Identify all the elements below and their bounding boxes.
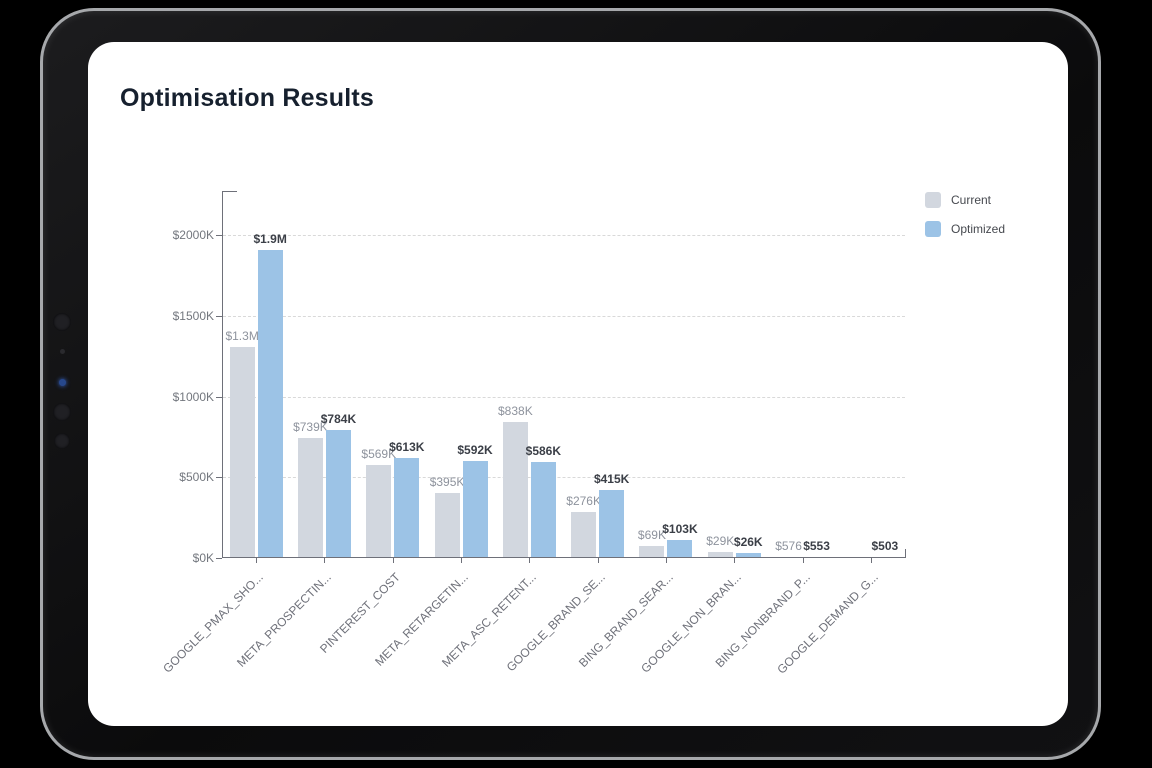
sensor-icon xyxy=(54,433,70,449)
current-bar[interactable] xyxy=(707,552,733,557)
chart-legend: Current Optimized xyxy=(925,192,1005,250)
y-axis-label: $2000K xyxy=(172,228,214,242)
optimized-value-label: $592K xyxy=(457,443,493,457)
optimized-bar[interactable] xyxy=(257,250,283,557)
gridline xyxy=(223,396,905,398)
x-axis-category-label: GOOGLE_PMAX_SHO... xyxy=(160,570,267,676)
legend-swatch-icon xyxy=(925,192,941,208)
x-axis-tick xyxy=(734,558,736,563)
optimized-value-label: $26K xyxy=(733,535,763,549)
current-value-label: $276K xyxy=(566,494,601,508)
optimized-value-label: $586K xyxy=(525,444,562,458)
y-axis-label: $0K xyxy=(192,551,214,565)
optimized-value-label: $553 xyxy=(803,539,830,553)
x-axis-tick xyxy=(461,558,463,563)
optimized-bar[interactable] xyxy=(735,553,761,557)
current-value-label: $838K xyxy=(497,404,533,418)
optimized-bar[interactable] xyxy=(462,461,488,557)
x-axis-tick xyxy=(870,558,872,563)
y-axis-end-tick xyxy=(222,191,237,192)
current-value-label: $739K xyxy=(293,420,328,434)
legend-item-current[interactable]: Current xyxy=(925,192,1005,208)
optimized-value-label: $503 xyxy=(871,539,899,553)
y-axis-tick xyxy=(216,396,222,398)
optimized-value-label: $103K xyxy=(662,522,698,536)
tablet-screen: Optimisation Results Current Optimized $0… xyxy=(88,42,1068,726)
x-axis-tick xyxy=(802,558,804,563)
tablet-frame: Optimisation Results Current Optimized $0… xyxy=(40,8,1101,760)
x-axis-tick xyxy=(324,558,326,563)
y-axis-tick xyxy=(216,558,222,559)
current-bar[interactable] xyxy=(229,347,255,557)
y-axis-label: $1000K xyxy=(172,389,214,404)
page-title: Optimisation Results xyxy=(120,84,375,112)
x-axis-tick xyxy=(529,558,531,563)
x-axis-tick xyxy=(256,558,258,563)
legend-label: Current xyxy=(951,193,992,207)
current-value-label: $1.3M xyxy=(225,329,259,343)
optimized-value-label: $1.9M xyxy=(253,232,287,246)
optimized-value-label: $613K xyxy=(389,440,425,454)
current-bar[interactable] xyxy=(639,546,665,557)
y-axis-tick xyxy=(216,477,222,479)
gridline xyxy=(223,315,905,317)
current-value-label: $69K xyxy=(637,528,666,542)
front-camera-icon xyxy=(53,313,71,331)
optimized-bar[interactable] xyxy=(667,540,693,557)
current-bar[interactable] xyxy=(434,493,460,557)
optimized-bar[interactable] xyxy=(599,490,625,557)
y-axis-tick xyxy=(216,235,222,236)
y-axis-label: $500K xyxy=(179,470,214,485)
x-axis-tick xyxy=(597,558,599,563)
current-bar[interactable] xyxy=(571,512,597,557)
y-axis-line xyxy=(222,191,223,558)
optimized-value-label: $415K xyxy=(593,472,630,486)
current-value-label: $395K xyxy=(429,475,465,489)
current-bar[interactable] xyxy=(297,438,323,557)
legend-swatch-icon xyxy=(925,221,941,237)
y-axis-tick xyxy=(216,315,222,317)
sensor-dot-icon xyxy=(59,349,65,354)
current-value-label: $576 xyxy=(775,539,802,553)
y-axis-label: $1500K xyxy=(172,308,214,323)
optimized-bar[interactable] xyxy=(325,430,351,557)
current-value-label: $569K xyxy=(361,447,397,461)
x-axis-tick xyxy=(392,558,394,563)
current-bar[interactable] xyxy=(366,465,392,557)
legend-label: Optimized xyxy=(951,222,1006,236)
current-value-label: $29K xyxy=(706,534,735,548)
optimisation-results-chart: $0K $500K $1000K $1500K $2000K $1.3M $1.9M GOOG… xyxy=(160,191,906,677)
front-camera-icon xyxy=(53,403,71,421)
optimized-bar[interactable] xyxy=(394,458,420,557)
x-axis-end-tick xyxy=(905,549,906,558)
gridline xyxy=(223,235,905,236)
x-axis-line xyxy=(222,557,906,558)
optimized-bar[interactable] xyxy=(530,462,556,557)
gridline xyxy=(223,477,905,479)
optimized-value-label: $784K xyxy=(320,412,357,426)
camera-indicator-icon xyxy=(58,379,66,386)
current-bar[interactable] xyxy=(502,422,528,557)
x-axis-tick xyxy=(665,558,667,563)
legend-item-optimized[interactable]: Optimized xyxy=(925,221,1005,237)
